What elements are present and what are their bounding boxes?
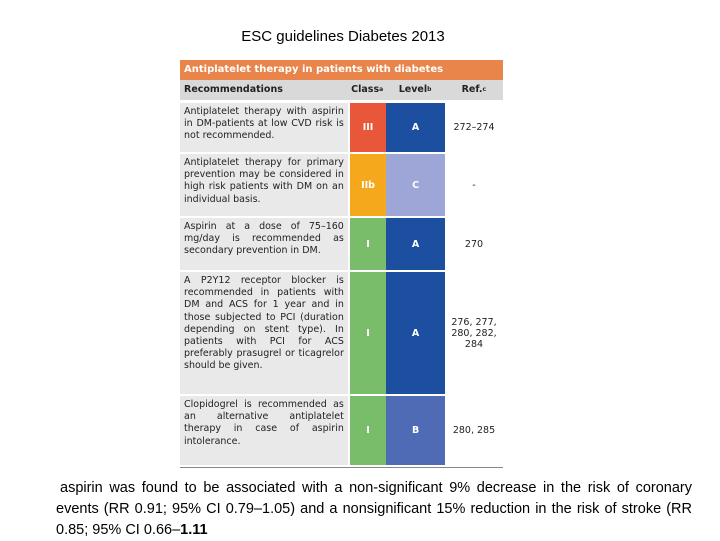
class-cell: I <box>349 396 387 465</box>
header-cell: Class a <box>349 80 386 100</box>
table-row: Antiplatelet therapy with aspirin in DM-… <box>180 103 503 154</box>
table-row: A P2Y12 receptor blocker is recommended … <box>180 272 503 396</box>
table-row: Aspirin at a dose of 75–160 mg/day is re… <box>180 218 503 272</box>
header-text: Class <box>351 84 380 95</box>
ref-cell: 272–274 <box>453 122 495 133</box>
table-row: Antiplatelet therapy for primary prevent… <box>180 154 503 218</box>
table-caption: Antiplatelet therapy in patients with di… <box>180 60 503 80</box>
recommendation-cell: Clopidogrel is recommended as an alterna… <box>180 396 350 465</box>
recommendation-cell: A P2Y12 receptor blocker is recommended … <box>180 272 350 394</box>
summary-body: aspirin was found to be associated with … <box>56 480 692 538</box>
recommendation-cell: Antiplatelet therapy with aspirin in DM-… <box>180 103 350 152</box>
class-cell: IIb <box>349 154 387 216</box>
level-cell: B <box>386 396 445 465</box>
summary-bold: 1.11 <box>180 522 208 538</box>
level-cell: A <box>386 103 445 152</box>
header-cell: Level b <box>385 80 444 100</box>
recommendation-table: Antiplatelet therapy in patients with di… <box>180 60 503 468</box>
ref-cell: - <box>472 179 476 191</box>
recommendation-cell: Antiplatelet therapy for primary prevent… <box>180 154 350 216</box>
table-bottom-rule <box>180 467 503 468</box>
recommendation-cell: Aspirin at a dose of 75–160 mg/day is re… <box>180 218 350 270</box>
header-cell: Recommendations <box>180 80 349 100</box>
ref-cell: 276, 277, 280, 282, 284 <box>451 316 497 350</box>
summary-text: aspirin was found to be associated with … <box>56 478 692 541</box>
header-text: Ref. <box>461 84 483 95</box>
level-cell: C <box>386 154 445 216</box>
header-sup: a <box>379 86 384 93</box>
ref-cell: 280, 285 <box>452 425 496 436</box>
class-cell: III <box>349 103 387 152</box>
header-text: Level <box>398 84 428 95</box>
level-cell: A <box>386 218 445 270</box>
header-sup: b <box>427 86 432 93</box>
header-sup: c <box>482 86 487 93</box>
ref-cell: 270 <box>464 238 484 250</box>
header-cell: Ref. c <box>445 80 503 100</box>
class-cell: I <box>349 218 387 270</box>
header-text: Recommendations <box>184 84 283 95</box>
header-row: Recommendations Class a Level b Ref. c <box>180 80 503 103</box>
table-row: Clopidogrel is recommended as an alterna… <box>180 396 503 467</box>
class-cell: I <box>349 272 387 394</box>
slide-title: ESC guidelines Diabetes 2013 <box>241 28 445 45</box>
level-cell: A <box>386 272 445 394</box>
